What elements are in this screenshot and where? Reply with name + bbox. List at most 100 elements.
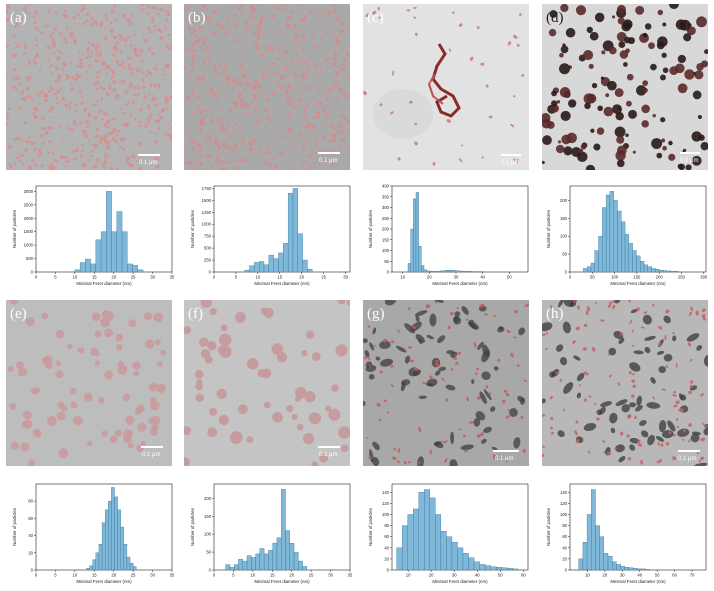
y-tick-label: 0 bbox=[387, 270, 390, 275]
particle bbox=[477, 341, 484, 350]
particle bbox=[589, 31, 599, 41]
particle bbox=[695, 310, 699, 316]
x-tick-label: 25 bbox=[321, 275, 326, 280]
particle bbox=[300, 17, 305, 22]
particle bbox=[568, 99, 577, 108]
particle bbox=[595, 410, 599, 413]
particle bbox=[291, 57, 294, 60]
particle bbox=[429, 449, 433, 455]
particle bbox=[563, 300, 577, 308]
particle bbox=[334, 70, 340, 74]
particle bbox=[141, 60, 145, 63]
particle bbox=[302, 34, 306, 39]
particles-f bbox=[184, 300, 350, 466]
particle bbox=[688, 311, 692, 317]
x-tick-label: 50 bbox=[655, 573, 660, 578]
particle bbox=[33, 141, 36, 145]
particle bbox=[317, 115, 321, 119]
particle bbox=[158, 29, 162, 33]
particle bbox=[202, 41, 206, 46]
particle bbox=[328, 57, 332, 60]
particle bbox=[84, 134, 88, 138]
particle bbox=[257, 84, 262, 87]
particle bbox=[202, 60, 206, 65]
y-tick-label: 1500 bbox=[24, 229, 34, 234]
particle bbox=[392, 70, 395, 76]
particle bbox=[310, 153, 313, 156]
micrograph-b: (b) 0.1 μm bbox=[184, 4, 350, 170]
particle bbox=[705, 425, 708, 428]
particle bbox=[662, 22, 667, 27]
particle bbox=[287, 118, 291, 122]
particle bbox=[132, 100, 136, 104]
particle bbox=[271, 91, 276, 96]
particle bbox=[272, 46, 276, 50]
particle bbox=[9, 166, 12, 170]
particles-g-red bbox=[364, 300, 529, 465]
particle bbox=[231, 33, 235, 36]
particle bbox=[390, 111, 394, 115]
histogram-bar bbox=[79, 262, 86, 273]
particle bbox=[328, 87, 334, 92]
y-tick-label: 350 bbox=[382, 194, 390, 199]
y-tick-label: 500 bbox=[26, 256, 34, 261]
particle bbox=[127, 442, 134, 449]
particle bbox=[618, 41, 626, 48]
particle bbox=[98, 49, 102, 54]
particle bbox=[128, 319, 137, 328]
histogram-bar bbox=[298, 560, 303, 571]
particle bbox=[347, 96, 350, 99]
particle bbox=[224, 32, 228, 38]
particle bbox=[255, 45, 260, 51]
particle bbox=[217, 145, 222, 151]
particle bbox=[196, 75, 200, 80]
particle bbox=[94, 115, 98, 120]
particle bbox=[610, 427, 616, 434]
particle bbox=[149, 113, 153, 117]
particle bbox=[634, 416, 637, 419]
x-tick-label: 0 bbox=[569, 275, 572, 280]
histogram-bar bbox=[598, 235, 603, 273]
particle bbox=[103, 159, 108, 165]
particle bbox=[215, 72, 219, 75]
particle bbox=[626, 73, 634, 81]
particle bbox=[144, 123, 148, 128]
particle bbox=[665, 309, 670, 314]
particle bbox=[322, 106, 327, 111]
particle bbox=[218, 414, 230, 426]
particle bbox=[342, 58, 348, 62]
particle bbox=[656, 350, 665, 355]
particle bbox=[115, 333, 124, 342]
particle bbox=[261, 72, 265, 76]
particle bbox=[275, 7, 280, 10]
particle bbox=[612, 104, 622, 115]
particle bbox=[287, 83, 291, 88]
particle bbox=[64, 40, 69, 44]
particle bbox=[80, 154, 83, 158]
particle bbox=[510, 352, 514, 358]
particle bbox=[109, 84, 111, 87]
particle bbox=[166, 12, 171, 16]
particle bbox=[331, 384, 339, 393]
particle bbox=[95, 52, 99, 57]
particle bbox=[202, 168, 206, 170]
particle bbox=[382, 338, 388, 343]
particle bbox=[696, 16, 707, 28]
histogram-bar bbox=[617, 210, 622, 273]
particle bbox=[103, 136, 107, 141]
particle bbox=[33, 163, 39, 168]
particle bbox=[59, 124, 62, 128]
y-axis-label: Number of particles bbox=[190, 507, 195, 546]
histogram-bar bbox=[123, 544, 128, 571]
y-tick-label: 500 bbox=[204, 246, 212, 251]
particle bbox=[619, 50, 629, 59]
particle bbox=[646, 402, 661, 409]
particle bbox=[577, 151, 588, 163]
particle bbox=[671, 332, 675, 335]
particle bbox=[253, 31, 257, 35]
particle bbox=[397, 157, 401, 161]
particle bbox=[635, 405, 643, 412]
particle bbox=[575, 326, 580, 331]
particle bbox=[660, 117, 666, 123]
particle bbox=[23, 410, 32, 420]
